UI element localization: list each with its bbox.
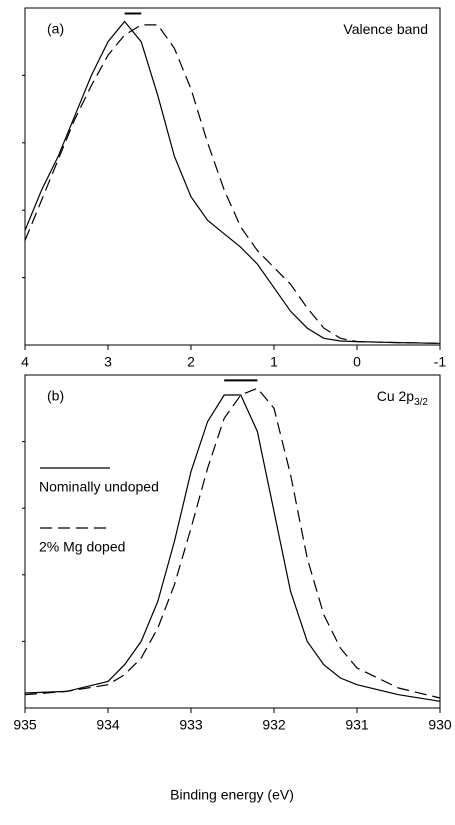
plot-frame <box>24 374 441 709</box>
plot-frame <box>24 7 441 346</box>
panel-title-text: Valence band <box>343 21 428 37</box>
x-tick-label: 930 <box>428 717 452 733</box>
panel-title-subscript: 3/2 <box>414 397 428 408</box>
x-tick-label: 0 <box>353 354 361 370</box>
panel-label: (a) <box>47 21 64 37</box>
series-line <box>24 20 441 344</box>
x-tick-label: -1 <box>434 354 447 370</box>
x-tick-label: 933 <box>179 717 203 733</box>
legend-label: 2% Mg doped <box>39 539 125 555</box>
series-line <box>24 24 441 344</box>
x-tick-label: 932 <box>262 717 286 733</box>
x-tick-label: 2 <box>187 354 195 370</box>
x-tick-label: 4 <box>21 354 29 370</box>
panel-title: Valence band <box>343 21 428 37</box>
legend-label: Nominally undoped <box>39 479 159 495</box>
series-line <box>24 394 441 702</box>
panel-label: (b) <box>47 388 64 404</box>
x-axis-label: Binding energy (eV) <box>170 787 294 803</box>
panel-title: Cu 2p3/2 <box>377 388 429 408</box>
x-tick-label: 934 <box>96 717 120 733</box>
x-tick-label: 935 <box>13 717 37 733</box>
x-tick-label: 1 <box>270 354 278 370</box>
x-tick-label: 931 <box>345 717 369 733</box>
x-tick-label: 3 <box>104 354 112 370</box>
panel-title-text: Cu 2p <box>377 388 415 404</box>
